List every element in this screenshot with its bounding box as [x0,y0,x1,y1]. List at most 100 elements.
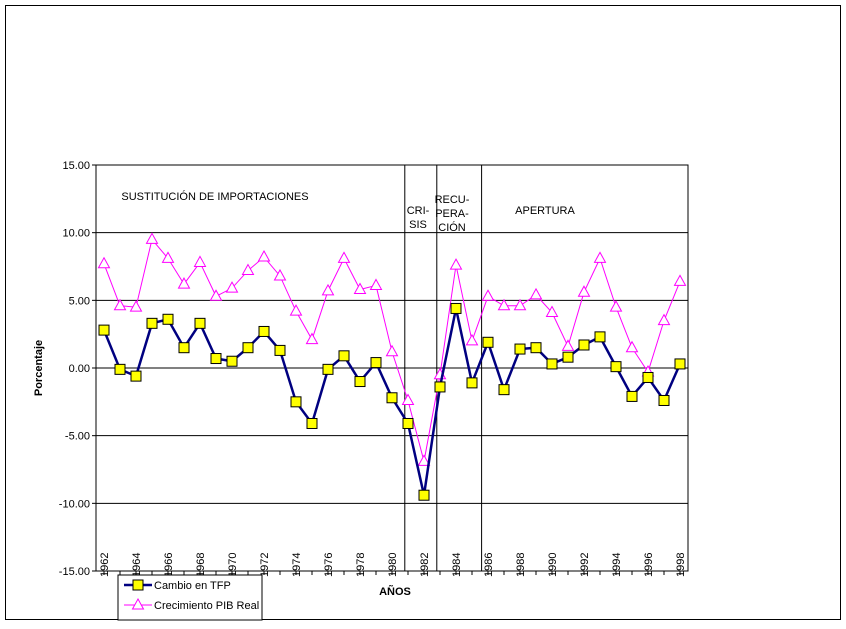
data-point [625,340,639,353]
data-point [386,392,398,404]
data-point [514,343,526,355]
data-point [210,353,222,365]
data-point [194,317,206,329]
data-point [337,251,351,263]
period-label: SIS [409,219,427,231]
y-tick-label: -15.00 [59,566,90,578]
data-point [225,281,239,293]
x-tick-label: 1986 [483,553,495,577]
data-point [98,324,110,336]
data-point [178,342,190,354]
data-point [418,489,430,501]
data-point [593,251,607,263]
data-point [274,344,286,356]
data-point [162,313,174,325]
data-point [466,377,478,389]
data-point [546,358,558,370]
data-point [193,255,207,267]
period-label: PERA- [435,208,469,220]
legend-label: Cambio en TFP [154,580,231,592]
data-point [402,417,414,429]
data-point [209,289,223,301]
x-tick-label: 1984 [451,553,463,577]
x-tick-label: 1974 [291,553,303,577]
data-point [161,251,175,263]
data-point [241,263,255,276]
y-tick-label: 15.00 [62,160,90,172]
y-tick-label: -5.00 [65,431,90,443]
data-point [577,285,591,297]
legend-marker [131,597,145,610]
data-point [626,390,638,402]
data-point [449,258,463,270]
data-point [657,313,671,326]
x-tick-label: 1988 [515,553,527,577]
period-label: CRI- [407,205,430,217]
y-tick-label: -10.00 [59,498,90,510]
data-point [97,256,111,269]
data-point [674,358,686,370]
data-point [642,371,654,383]
data-point [530,342,542,354]
x-tick-label: 1982 [419,553,431,577]
data-point [146,317,158,329]
data-point [370,357,382,369]
data-point [673,274,687,286]
x-tick-label: 1966 [163,553,175,577]
y-tick-label: 5.00 [69,295,90,307]
data-point [497,298,511,311]
period-label: CIÓN [438,221,466,234]
period-label: APERTURA [515,205,575,217]
data-point [177,277,191,289]
data-point [513,298,527,311]
data-point [226,355,238,367]
x-tick-label: 1972 [259,553,271,577]
data-point [561,339,575,351]
data-point [482,336,494,348]
data-point [609,300,623,312]
data-point [401,393,415,405]
x-tick-label: 1962 [99,553,111,577]
data-point [529,287,543,300]
y-axis-label: Porcentaje [33,340,45,396]
y-tick-label: 10.00 [62,228,90,240]
data-point [257,249,271,262]
data-point [369,278,383,290]
data-point [145,232,159,244]
data-point [353,282,367,295]
data-point [273,268,287,281]
data-point [129,300,143,312]
data-point [578,339,590,351]
x-tick-label: 1990 [547,553,559,577]
data-point [306,417,318,429]
data-point [322,363,334,375]
data-point [658,394,670,406]
data-point [434,381,446,393]
x-tick-label: 1976 [323,553,335,577]
data-point [465,333,479,346]
x-tick-label: 1998 [675,553,687,577]
period-label: RECU- [435,194,470,206]
x-tick-label: 1994 [611,553,623,577]
data-point [338,350,350,362]
data-point [305,332,319,345]
data-point [290,396,302,408]
data-point [258,325,270,337]
period-label: SUSTITUCIÓN DE IMPORTACIONES [121,190,308,203]
data-point [113,298,127,311]
data-point [130,370,142,382]
data-point [562,351,574,363]
x-tick-label: 1970 [227,553,239,577]
x-tick-label: 1978 [355,553,367,577]
data-point [242,342,254,354]
data-point [354,376,366,388]
x-axis-label: AÑOS [379,585,411,598]
legend-marker [132,579,144,591]
data-point [450,302,462,314]
data-point [114,363,126,375]
x-tick-label: 1980 [387,553,399,577]
data-point [289,304,303,316]
y-tick-label: 0.00 [69,363,90,375]
